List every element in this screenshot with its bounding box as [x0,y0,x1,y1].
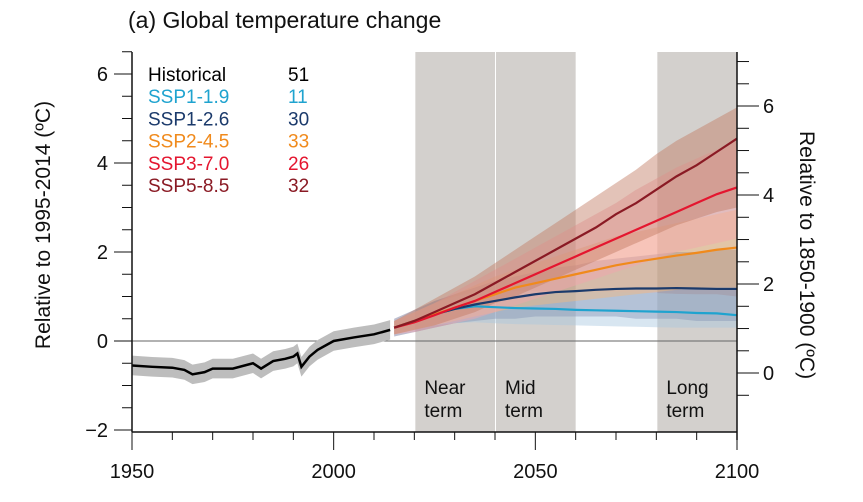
band-ssp1-1.9 [394,291,737,335]
y-tick-label-left: 4 [97,153,108,175]
x-tick-label: 2000 [311,461,356,483]
band-ssp1-2.6 [394,249,737,337]
chart-title: (a) Global temperature change [128,7,441,33]
band-ssp3-7.0 [394,140,737,335]
legend-entry-name: SSP3-7.0 [148,154,229,175]
legend-entry-name: SSP5-8.5 [148,176,229,197]
legend-entry-count: 33 [288,132,309,153]
line-ssp3-7.0 [393,186,738,329]
band-ssp5-8.5 [394,107,737,335]
legend-entry-count: 51 [288,65,309,86]
y-tick-label-right: 4 [763,185,774,207]
legend-entry-name: SSP1-2.6 [148,109,229,130]
y-tick-label-left: −2 [85,420,108,442]
legend-entry-count: 11 [288,87,308,108]
y-axis-label-right: Relative to 1850-1900 (ºC) [795,131,818,379]
y-tick-label-right: 0 [763,363,774,385]
line-ssp5-8.5 [393,137,738,329]
historical-range-band [132,320,391,385]
x-tick-label: 1950 [110,461,155,483]
period-label: term [424,401,462,422]
y-tick-label-left: 6 [97,64,108,86]
legend-entry-name: Historical [148,65,226,86]
y-axis-label-left: Relative to 1995-2014 (ºC) [32,101,55,349]
legend-entry-count: 32 [288,176,309,197]
y-tick-label-left: 0 [97,331,108,353]
legend-entry-name: SSP2-4.5 [148,132,229,153]
historical-line [131,328,391,376]
period-label: Mid [505,378,536,399]
x-tick-label: 2050 [513,461,558,483]
period-shade-0 [415,52,495,432]
period-shade-2 [657,52,737,432]
y-tick-label-right: 6 [763,96,774,118]
period-label: Long [666,378,708,399]
period-shade-1 [496,52,576,432]
y-tick-label-left: 2 [97,242,108,264]
x-tick-label: 2100 [715,461,760,483]
period-label: term [666,401,704,422]
legend-entry-count: 30 [288,109,309,130]
legend-entry-name: SSP1-1.9 [148,87,229,108]
y-tick-label-right: 2 [763,274,774,296]
legend-entry-count: 26 [288,154,309,175]
period-label: Near [424,378,466,399]
period-label: term [505,401,543,422]
